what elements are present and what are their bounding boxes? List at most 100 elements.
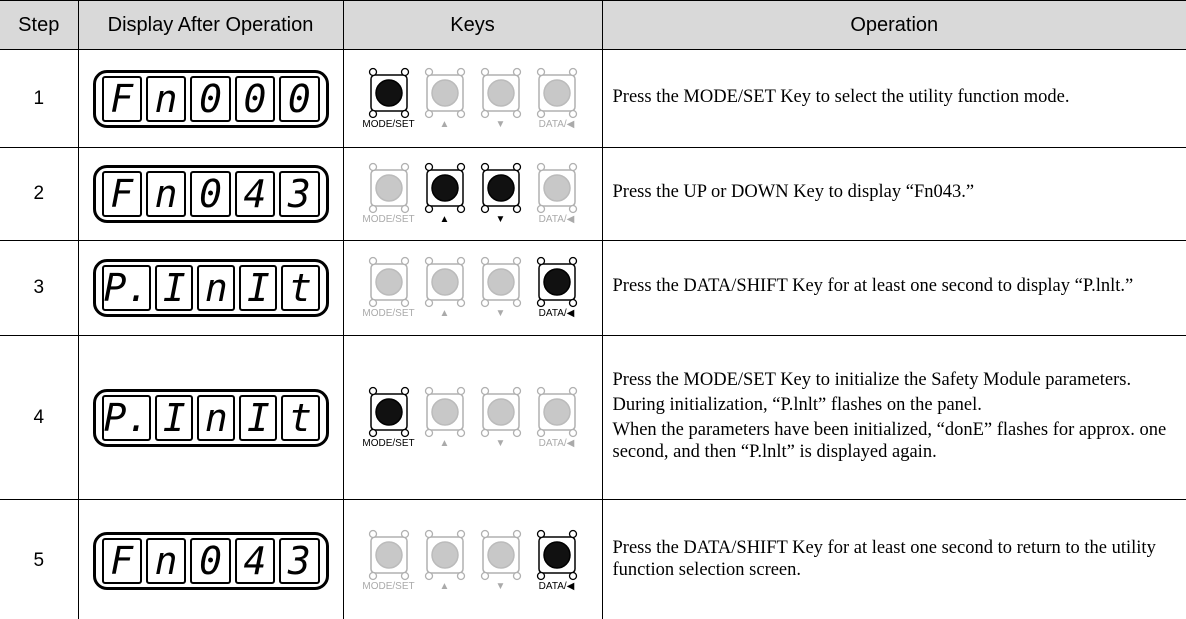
led-digit: 4 (234, 171, 276, 217)
key: MODE/SET (362, 67, 416, 131)
led-digit: F (101, 75, 142, 122)
key: MODE/SET (362, 162, 416, 226)
key-group: MODE/SET ▲ ▼ DATA/◀ (345, 162, 601, 226)
led-digit: 0 (190, 171, 231, 217)
operation-cell: Press the MODE/SET Key to select the uti… (601, 49, 1186, 148)
key-group: MODE/SET ▲ ▼ DATA/◀ (345, 67, 601, 131)
led-digit: t (281, 265, 320, 311)
led-digit: n (145, 75, 187, 122)
key-label: ▼ (495, 580, 506, 592)
led-digit: I (155, 265, 194, 311)
key-label: MODE/SET (362, 580, 415, 592)
keys-cell: MODE/SET ▲ ▼ DATA/◀ (342, 499, 603, 619)
key-label: MODE/SET (362, 118, 415, 130)
operation-cell: Press the DATA/SHIFT Key for at least on… (601, 499, 1186, 619)
keys-cell: MODE/SET ▲ ▼ DATA/◀ (342, 147, 603, 241)
key-label: ▲ (439, 118, 450, 130)
led-digit: 3 (279, 171, 320, 217)
key: ▲ (418, 162, 472, 226)
key-icon (480, 162, 521, 214)
key: MODE/SET (362, 529, 416, 593)
key-icon (480, 386, 521, 437)
operation-text: Press the MODE/SET Key to select the uti… (612, 86, 1070, 107)
led-digit: n (197, 394, 236, 441)
led-digit: 3 (279, 537, 320, 584)
led-digit: 0 (279, 75, 320, 122)
key-label: ▲ (439, 214, 450, 225)
key-label: ▼ (495, 437, 506, 449)
key: MODE/SET (362, 386, 416, 450)
key: ▼ (474, 162, 528, 226)
led-digit: n (145, 171, 187, 217)
key-label: ▲ (439, 308, 450, 319)
key: ▼ (474, 529, 528, 593)
operation-text: During initialization, “P.lnlt” flashes … (612, 394, 982, 415)
key-label: DATA/◀ (538, 580, 575, 592)
key-label: MODE/SET (362, 437, 415, 449)
key: ▲ (418, 256, 472, 320)
led-digit: P. (101, 394, 152, 441)
key-label: ▼ (495, 118, 506, 130)
led-digit: n (145, 537, 187, 584)
key-icon (424, 162, 465, 214)
key-label: ▲ (439, 437, 450, 449)
operation-cell: Press the MODE/SET Key to initialize the… (601, 335, 1186, 500)
key: ▼ (474, 386, 528, 450)
keys-cell: MODE/SET ▲ ▼ DATA/◀ (342, 240, 603, 336)
key-icon (480, 256, 521, 308)
key-icon (368, 386, 409, 437)
key-label: DATA/◀ (538, 214, 575, 225)
key-label: DATA/◀ (538, 118, 575, 130)
key-label: ▼ (495, 214, 506, 225)
led-digit: 0 (190, 75, 231, 122)
key-label: MODE/SET (362, 308, 415, 319)
key-label: MODE/SET (362, 214, 415, 225)
key: ▲ (418, 386, 472, 450)
key-icon (368, 67, 409, 118)
led-digit: 0 (190, 537, 231, 584)
key-icon (368, 256, 409, 308)
key-group: MODE/SET ▲ ▼ DATA/◀ (345, 256, 601, 320)
key: ▲ (418, 67, 472, 131)
key-group: MODE/SET ▲ ▼ DATA/◀ (345, 529, 601, 593)
header-row: Step Display After Operation Keys Operation (0, 0, 1186, 50)
key-icon (424, 256, 465, 308)
operation-text: Press the MODE/SET Key to initialize the… (612, 369, 1132, 390)
header-cell: Step (0, 0, 79, 50)
led-digit: F (101, 171, 142, 217)
key-icon (536, 67, 577, 118)
led-digit: 0 (234, 75, 276, 122)
key-icon (368, 162, 409, 214)
key-group: MODE/SET ▲ ▼ DATA/◀ (345, 386, 601, 450)
key-icon (536, 162, 577, 214)
key: ▼ (474, 256, 528, 320)
key-icon (480, 529, 521, 580)
led-digit: P. (101, 265, 152, 311)
step-cell: 1 (0, 49, 79, 148)
key-icon (368, 529, 409, 580)
key-label: ▼ (495, 308, 506, 319)
step-cell: 3 (0, 240, 79, 336)
key-icon (536, 529, 577, 580)
header-cell: Keys (342, 0, 603, 50)
key-label: DATA/◀ (538, 308, 575, 319)
key-icon (536, 386, 577, 437)
step-cell: 2 (0, 147, 79, 241)
key-icon (424, 529, 465, 580)
operation-text: Press the DATA/SHIFT Key for at least on… (612, 276, 1134, 297)
